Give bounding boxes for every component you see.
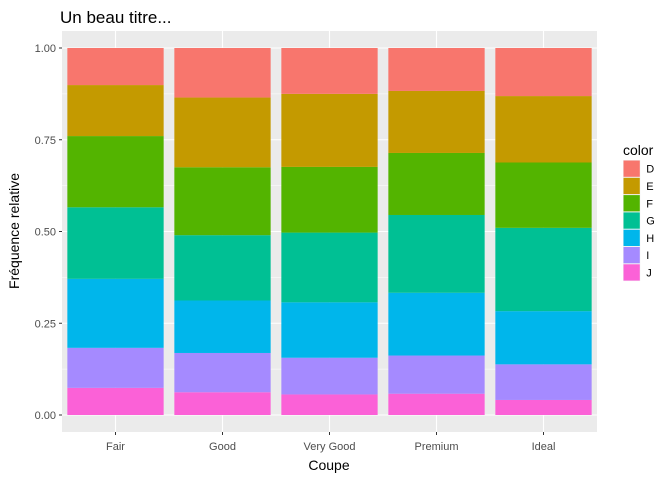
x-axis-label: Coupe bbox=[308, 457, 349, 473]
bar-segment-J-good bbox=[174, 392, 271, 415]
bar-segment-F-ideal bbox=[495, 162, 592, 228]
y-axis-label: Fréquence relative bbox=[6, 173, 22, 289]
x-tick-label: Premium bbox=[414, 441, 458, 453]
bar-segment-E-fair bbox=[67, 85, 164, 137]
bar-segment-I-fair bbox=[67, 347, 164, 388]
bar-segment-I-ideal bbox=[495, 364, 592, 400]
y-tick-label: 0.50 bbox=[35, 227, 56, 239]
legend-label-I: I bbox=[646, 250, 649, 262]
y-tick-label: 0.25 bbox=[35, 318, 56, 330]
bar-segment-D-premium bbox=[388, 48, 485, 91]
bar-segment-H-ideal bbox=[495, 311, 592, 365]
legend-label-D: D bbox=[646, 164, 654, 176]
bar-segment-J-very-good bbox=[281, 394, 378, 415]
y-tick-label: 1.00 bbox=[35, 43, 56, 55]
bar-segment-H-premium bbox=[388, 292, 485, 356]
legend-label-G: G bbox=[646, 216, 655, 228]
legend-swatch-G bbox=[623, 212, 640, 229]
x-tick-label: Very Good bbox=[304, 441, 356, 453]
y-tick-label: 0.00 bbox=[35, 410, 56, 422]
bar-segment-G-very-good bbox=[281, 232, 378, 303]
bar-segment-F-fair bbox=[67, 136, 164, 208]
bar-segment-F-very-good bbox=[281, 166, 378, 233]
chart-title: Un beau titre... bbox=[60, 8, 172, 27]
bar-segment-D-very-good bbox=[281, 48, 378, 94]
legend-label-F: F bbox=[646, 198, 653, 210]
bar-segment-D-fair bbox=[67, 48, 164, 86]
legend-label-H: H bbox=[646, 233, 654, 245]
bar-segment-D-ideal bbox=[495, 48, 592, 97]
legend-swatch-I bbox=[623, 247, 640, 264]
bar-segment-E-ideal bbox=[495, 96, 592, 163]
bar-segment-E-premium bbox=[388, 90, 485, 153]
bar-segment-G-ideal bbox=[495, 227, 592, 312]
bar-segment-H-very-good bbox=[281, 302, 378, 358]
bar-segment-J-premium bbox=[388, 393, 485, 415]
legend-label-E: E bbox=[646, 181, 653, 193]
legend-swatch-F bbox=[623, 195, 640, 212]
legend-swatch-D bbox=[623, 160, 640, 177]
x-tick-label: Ideal bbox=[532, 441, 556, 453]
bar-segment-I-very-good bbox=[281, 357, 378, 395]
bar-segment-F-premium bbox=[388, 152, 485, 215]
bar-segment-G-premium bbox=[388, 214, 485, 293]
legend-swatch-H bbox=[623, 229, 640, 246]
bar-segment-D-good bbox=[174, 48, 271, 98]
bar-segment-H-good bbox=[174, 300, 271, 353]
legend-swatch-E bbox=[623, 177, 640, 195]
y-tick-label: 0.75 bbox=[35, 135, 56, 147]
bar-segment-E-very-good bbox=[281, 93, 378, 167]
bar-segment-I-premium bbox=[388, 355, 485, 394]
x-tick-label: Good bbox=[209, 441, 236, 453]
bars bbox=[67, 48, 592, 415]
bar-segment-J-fair bbox=[67, 387, 164, 415]
bar-segment-G-good bbox=[174, 235, 271, 301]
bar-segment-E-good bbox=[174, 97, 271, 168]
axes: 0.00 0.25 0.50 0.75 1.00 Fair Good Very Good Pre… bbox=[35, 43, 556, 453]
legend-swatch-J bbox=[623, 264, 640, 281]
legend-label-J: J bbox=[646, 267, 652, 279]
bar-segment-G-fair bbox=[67, 207, 164, 279]
bar-segment-I-good bbox=[174, 352, 271, 393]
bar-segment-F-good bbox=[174, 167, 271, 236]
bar-segment-H-fair bbox=[67, 278, 164, 348]
x-tick-label: Fair bbox=[106, 441, 125, 453]
bar-segment-J-ideal bbox=[495, 399, 592, 415]
legend-title: color bbox=[623, 142, 654, 158]
